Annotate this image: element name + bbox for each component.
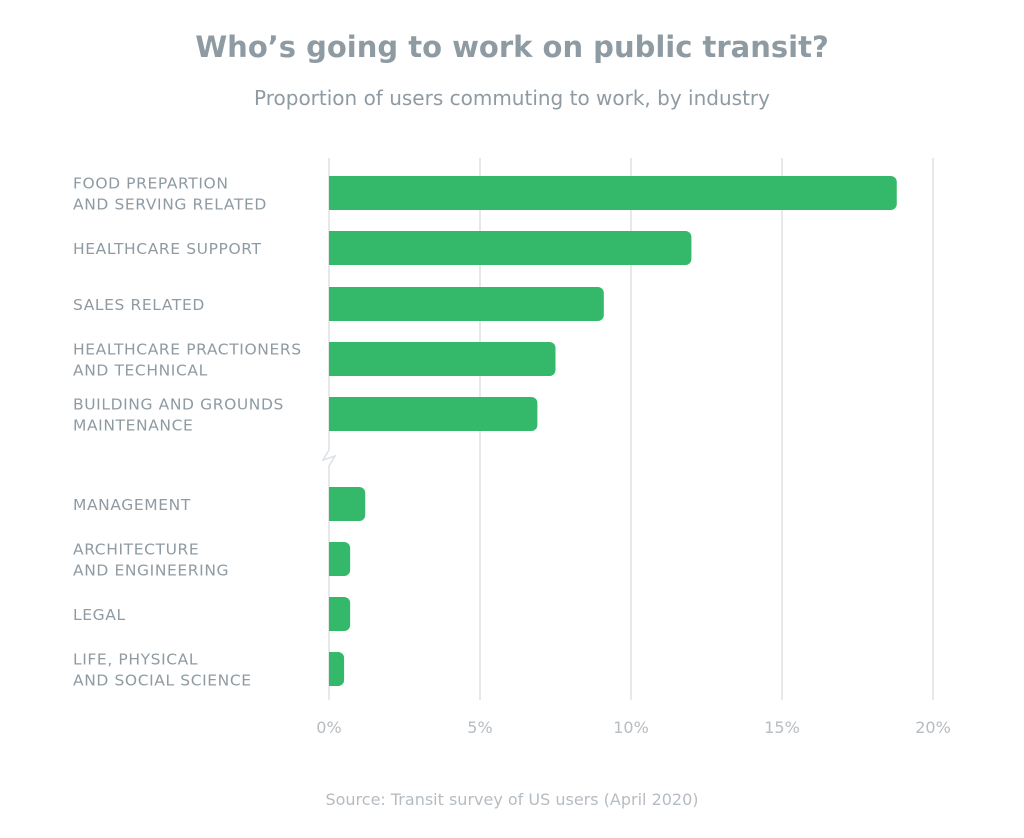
x-tick-label: 5%	[467, 718, 492, 737]
bar-base	[329, 487, 335, 521]
category-label: LEGAL	[73, 606, 126, 624]
category-label: LIFE, PHYSICAL AND SOCIAL SCIENCE	[73, 651, 252, 690]
bar	[329, 342, 556, 376]
bar-base	[329, 342, 335, 376]
bar-base	[329, 176, 335, 210]
bar-base	[329, 287, 335, 321]
category-label: SALES RELATED	[73, 296, 205, 314]
x-tick-label: 15%	[764, 718, 800, 737]
bar-base	[329, 542, 335, 576]
category-label: FOOD PREPARTION AND SERVING RELATED	[73, 175, 267, 214]
x-tick-label: 20%	[915, 718, 951, 737]
chart-title: Who’s going to work on public transit?	[195, 30, 829, 64]
bar	[329, 231, 692, 265]
bar-base	[329, 652, 335, 686]
category-label: ARCHITECTURE AND ENGINEERING	[73, 541, 229, 580]
bar-base	[329, 231, 335, 265]
source-note: Source: Transit survey of US users (Apri…	[325, 790, 699, 809]
bar	[329, 487, 366, 521]
category-label: HEALTHCARE PRACTIONERS AND TECHNICAL	[73, 341, 302, 380]
chart-subtitle: Proportion of users commuting to work, b…	[254, 86, 770, 110]
category-label: BUILDING AND GROUNDS MAINTENANCE	[73, 396, 284, 435]
category-label: MANAGEMENT	[73, 496, 191, 514]
bar	[329, 176, 897, 210]
bar-base	[329, 597, 335, 631]
bar-base	[329, 397, 335, 431]
x-tick-label: 0%	[316, 718, 341, 737]
bar	[329, 397, 538, 431]
category-label: HEALTHCARE SUPPORT	[73, 240, 262, 258]
bar	[329, 287, 604, 321]
x-tick-label: 10%	[613, 718, 649, 737]
